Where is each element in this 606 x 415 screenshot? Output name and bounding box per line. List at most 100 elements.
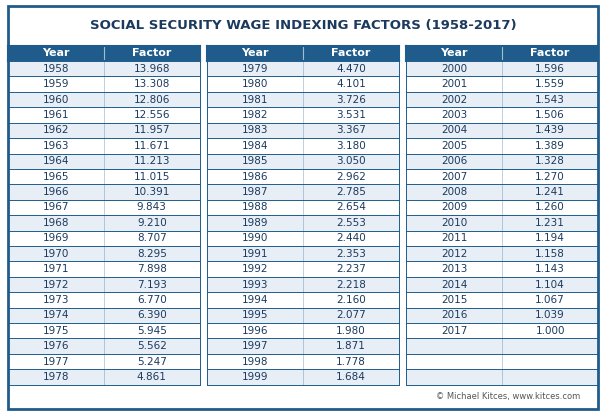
- Text: 2000: 2000: [441, 64, 467, 74]
- Text: 1969: 1969: [42, 233, 69, 243]
- Text: 3.726: 3.726: [336, 95, 366, 105]
- Text: 1977: 1977: [42, 356, 69, 366]
- Text: 1961: 1961: [42, 110, 69, 120]
- Text: 2.785: 2.785: [336, 187, 366, 197]
- Text: 2012: 2012: [441, 249, 467, 259]
- Text: 1.980: 1.980: [336, 326, 366, 336]
- Text: Factor: Factor: [530, 49, 570, 59]
- Text: 1960: 1960: [42, 95, 69, 105]
- Text: 1.067: 1.067: [535, 295, 565, 305]
- Text: 12.556: 12.556: [133, 110, 170, 120]
- Text: 1963: 1963: [42, 141, 69, 151]
- Text: 1.389: 1.389: [535, 141, 565, 151]
- Text: 10.391: 10.391: [133, 187, 170, 197]
- Text: 1964: 1964: [42, 156, 69, 166]
- Text: 1958: 1958: [42, 64, 69, 74]
- Text: 1989: 1989: [242, 218, 268, 228]
- Text: 4.861: 4.861: [137, 372, 167, 382]
- Text: 1.194: 1.194: [535, 233, 565, 243]
- Text: 7.193: 7.193: [137, 280, 167, 290]
- Text: 5.562: 5.562: [137, 341, 167, 351]
- Text: 1.328: 1.328: [535, 156, 565, 166]
- Text: 1997: 1997: [242, 341, 268, 351]
- Text: 1976: 1976: [42, 341, 69, 351]
- Text: 1993: 1993: [242, 280, 268, 290]
- Text: 8.707: 8.707: [137, 233, 167, 243]
- Text: 5.247: 5.247: [137, 356, 167, 366]
- Text: 2003: 2003: [441, 110, 467, 120]
- Text: 2.160: 2.160: [336, 295, 366, 305]
- Text: 1984: 1984: [242, 141, 268, 151]
- Text: 11.213: 11.213: [133, 156, 170, 166]
- Text: 6.770: 6.770: [137, 295, 167, 305]
- Text: 1967: 1967: [42, 203, 69, 212]
- Text: 3.180: 3.180: [336, 141, 366, 151]
- Text: 12.806: 12.806: [133, 95, 170, 105]
- Text: 2005: 2005: [441, 141, 467, 151]
- Text: 2.077: 2.077: [336, 310, 366, 320]
- Text: 1988: 1988: [242, 203, 268, 212]
- Text: 2013: 2013: [441, 264, 467, 274]
- Text: 2009: 2009: [441, 203, 467, 212]
- Text: 13.968: 13.968: [133, 64, 170, 74]
- Text: 1991: 1991: [242, 249, 268, 259]
- Text: 5.945: 5.945: [137, 326, 167, 336]
- Text: Year: Year: [241, 49, 269, 59]
- Text: 2002: 2002: [441, 95, 467, 105]
- Text: 1980: 1980: [242, 79, 268, 89]
- Text: 11.015: 11.015: [133, 172, 170, 182]
- Text: 3.531: 3.531: [336, 110, 366, 120]
- Text: 1979: 1979: [242, 64, 268, 74]
- Text: 11.671: 11.671: [133, 141, 170, 151]
- Text: 2.237: 2.237: [336, 264, 366, 274]
- Text: 1.241: 1.241: [535, 187, 565, 197]
- Text: 1995: 1995: [242, 310, 268, 320]
- Text: 1.506: 1.506: [535, 110, 565, 120]
- Text: 3.367: 3.367: [336, 125, 366, 135]
- Text: 2008: 2008: [441, 187, 467, 197]
- Text: 13.308: 13.308: [133, 79, 170, 89]
- Text: 1975: 1975: [42, 326, 69, 336]
- Text: 1992: 1992: [242, 264, 268, 274]
- Text: 1.543: 1.543: [535, 95, 565, 105]
- Text: 1.000: 1.000: [535, 326, 565, 336]
- Text: 1983: 1983: [242, 125, 268, 135]
- Text: Year: Year: [441, 49, 468, 59]
- Text: 1.260: 1.260: [535, 203, 565, 212]
- Text: 9.210: 9.210: [137, 218, 167, 228]
- Text: 1.104: 1.104: [535, 280, 565, 290]
- Text: 1.231: 1.231: [535, 218, 565, 228]
- Text: 7.898: 7.898: [137, 264, 167, 274]
- Text: 1972: 1972: [42, 280, 69, 290]
- Text: 1970: 1970: [42, 249, 69, 259]
- Text: 1987: 1987: [242, 187, 268, 197]
- Text: 1962: 1962: [42, 125, 69, 135]
- Text: 4.470: 4.470: [336, 64, 366, 74]
- Text: 1968: 1968: [42, 218, 69, 228]
- Text: 1.143: 1.143: [535, 264, 565, 274]
- Text: 2.353: 2.353: [336, 249, 366, 259]
- Text: 1.596: 1.596: [535, 64, 565, 74]
- Text: 1966: 1966: [42, 187, 69, 197]
- Text: 1974: 1974: [42, 310, 69, 320]
- Text: Factor: Factor: [331, 49, 371, 59]
- Text: 1.778: 1.778: [336, 356, 366, 366]
- Text: 6.390: 6.390: [137, 310, 167, 320]
- Text: 2004: 2004: [441, 125, 467, 135]
- Text: 3.050: 3.050: [336, 156, 366, 166]
- Text: SOCIAL SECURITY WAGE INDEXING FACTORS (1958-2017): SOCIAL SECURITY WAGE INDEXING FACTORS (1…: [90, 20, 516, 32]
- Text: 1.270: 1.270: [535, 172, 565, 182]
- Text: 1.439: 1.439: [535, 125, 565, 135]
- Text: 2014: 2014: [441, 280, 467, 290]
- Text: 1.684: 1.684: [336, 372, 366, 382]
- Text: 1994: 1994: [242, 295, 268, 305]
- Text: 2016: 2016: [441, 310, 467, 320]
- Text: Factor: Factor: [132, 49, 171, 59]
- Text: 2.218: 2.218: [336, 280, 366, 290]
- Text: 1996: 1996: [242, 326, 268, 336]
- Text: 1986: 1986: [242, 172, 268, 182]
- Text: 1982: 1982: [242, 110, 268, 120]
- Text: 1999: 1999: [242, 372, 268, 382]
- Text: 1981: 1981: [242, 95, 268, 105]
- Text: 1998: 1998: [242, 356, 268, 366]
